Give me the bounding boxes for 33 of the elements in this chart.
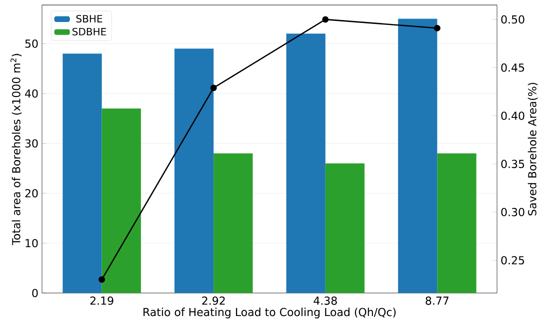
y-tick-label: 20 xyxy=(25,189,38,198)
y2-tick-label: 0.35 xyxy=(501,160,524,168)
y-tick-label: 0 xyxy=(32,288,38,298)
bar xyxy=(174,48,214,293)
y2-tick-label: 0.40 xyxy=(501,112,524,120)
legend-label: SDBHE xyxy=(72,28,106,36)
y2-tick-label: 0.25 xyxy=(501,256,524,264)
x-axis-title: Ratio of Heating Load to Cooling Load (Qh/Qc) xyxy=(144,308,396,318)
y2-tick-label: 0.50 xyxy=(501,15,524,24)
point xyxy=(98,276,106,283)
legend-label: SBHE xyxy=(76,14,102,23)
x-tick-label: 8.77 xyxy=(426,296,448,305)
y-tick-label: 50 xyxy=(25,39,38,48)
y-tick-label: 40 xyxy=(25,89,38,98)
bar xyxy=(286,34,326,293)
x-tick-label: 2.92 xyxy=(202,296,225,305)
bar xyxy=(325,163,365,293)
point xyxy=(210,84,217,92)
y-tick-label: 30 xyxy=(25,139,38,148)
x-tick-label: 2.19 xyxy=(90,296,114,305)
point xyxy=(322,16,329,23)
y-axis-title: Total area of Boreholes (x1000 m$^{2}$) xyxy=(10,54,22,246)
bar xyxy=(102,108,141,293)
bar xyxy=(437,153,476,293)
bar xyxy=(398,18,438,293)
x-tick-label: 4.38 xyxy=(314,296,337,305)
bar xyxy=(214,153,253,293)
y-tick-label: 10 xyxy=(26,238,38,248)
point xyxy=(434,24,440,32)
y2-tick-label: 0.30 xyxy=(501,208,524,216)
y2-axis-title: Saved Borehole Area(%) xyxy=(528,82,538,216)
y2-tick-label: 0.45 xyxy=(501,63,524,72)
bar xyxy=(62,54,102,293)
